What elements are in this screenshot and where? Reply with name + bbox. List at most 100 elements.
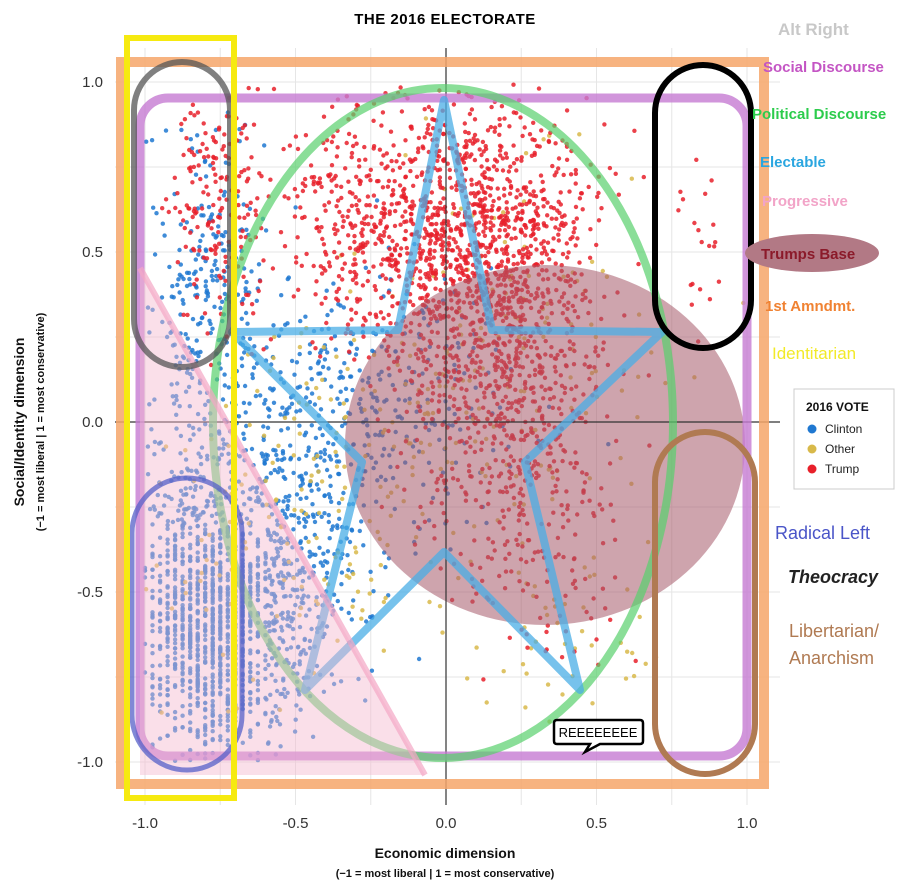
point-trump — [418, 276, 423, 281]
point-trump — [440, 243, 446, 249]
point-trump — [427, 256, 433, 262]
point-clinton — [172, 543, 178, 548]
point-trump — [483, 225, 488, 231]
point-trump — [438, 206, 443, 211]
point-clinton — [272, 563, 277, 568]
point-clinton — [188, 628, 193, 633]
point-trump — [542, 249, 548, 254]
point-trump — [524, 189, 529, 194]
point-clinton — [314, 663, 320, 669]
point-trump — [502, 186, 507, 191]
point-clinton — [172, 614, 178, 619]
point-clinton — [180, 554, 185, 559]
point-clinton — [255, 682, 261, 687]
point-trump — [527, 132, 533, 137]
point-trump — [364, 203, 369, 208]
point-other — [214, 561, 219, 566]
point-clinton — [335, 598, 340, 604]
point-other — [528, 646, 534, 651]
point-clinton — [203, 655, 208, 660]
point-clinton — [203, 700, 208, 706]
point-clinton — [165, 552, 170, 558]
point-clinton — [273, 556, 279, 561]
point-clinton — [203, 691, 208, 696]
point-trump — [419, 172, 424, 178]
point-trump — [253, 212, 259, 218]
point-trump — [447, 175, 453, 181]
point-clinton — [288, 645, 294, 650]
point-clinton — [161, 503, 167, 508]
point-trump — [374, 314, 379, 320]
point-clinton — [218, 535, 223, 541]
point-trump — [237, 174, 242, 179]
point-clinton — [168, 330, 173, 335]
point-other — [589, 643, 594, 648]
point-clinton — [320, 364, 326, 370]
point-trump — [487, 176, 492, 181]
point-clinton — [188, 649, 193, 654]
point-clinton — [179, 470, 184, 475]
point-trump — [455, 213, 460, 218]
point-clinton — [195, 597, 200, 602]
point-clinton — [206, 204, 212, 210]
point-clinton — [195, 687, 200, 693]
point-trump — [433, 286, 438, 291]
point-clinton — [195, 668, 200, 673]
point-trump — [553, 225, 558, 230]
point-clinton — [270, 578, 275, 584]
point-trump — [519, 259, 525, 264]
point-trump — [451, 205, 457, 211]
point-trump — [253, 208, 258, 213]
point-clinton — [327, 495, 333, 500]
point-trump — [552, 173, 557, 178]
point-trump — [200, 141, 205, 147]
point-clinton — [174, 426, 179, 431]
point-trump — [193, 211, 198, 216]
point-clinton — [188, 542, 193, 547]
point-trump — [339, 195, 344, 201]
point-clinton — [327, 536, 332, 541]
point-other — [250, 677, 256, 682]
point-trump — [413, 266, 419, 271]
point-trump — [319, 225, 324, 230]
point-clinton — [157, 578, 163, 583]
point-trump — [489, 104, 494, 110]
point-clinton — [277, 580, 282, 585]
point-trump — [378, 310, 384, 315]
point-trump — [496, 207, 501, 212]
point-trump — [497, 234, 502, 239]
point-other — [264, 502, 269, 507]
point-trump — [409, 124, 414, 129]
point-trump — [502, 221, 507, 226]
point-trump — [446, 222, 451, 228]
point-trump — [505, 177, 510, 182]
point-trump — [429, 263, 434, 268]
point-clinton — [318, 560, 323, 565]
point-trump — [342, 261, 347, 266]
point-clinton — [180, 704, 185, 709]
point-clinton — [325, 549, 331, 554]
upper-left-oval — [131, 59, 233, 370]
point-clinton — [371, 589, 376, 594]
point-trump — [331, 134, 336, 139]
point-trump — [206, 154, 211, 159]
point-clinton — [193, 484, 198, 489]
point-clinton — [218, 718, 223, 723]
point-trump — [440, 185, 445, 191]
point-clinton — [180, 688, 185, 694]
point-trump — [211, 202, 216, 208]
point-trump — [545, 240, 551, 245]
point-trump — [488, 243, 493, 249]
point-trump — [212, 247, 218, 253]
point-clinton — [188, 747, 193, 753]
point-clinton — [210, 625, 215, 630]
point-trump — [360, 233, 365, 238]
point-clinton — [248, 589, 253, 594]
point-clinton — [171, 295, 176, 300]
point-trump — [432, 248, 437, 254]
point-trump — [477, 180, 482, 185]
point-clinton — [203, 586, 208, 591]
point-clinton — [279, 624, 284, 630]
point-clinton — [210, 544, 215, 549]
point-trump — [441, 218, 447, 224]
